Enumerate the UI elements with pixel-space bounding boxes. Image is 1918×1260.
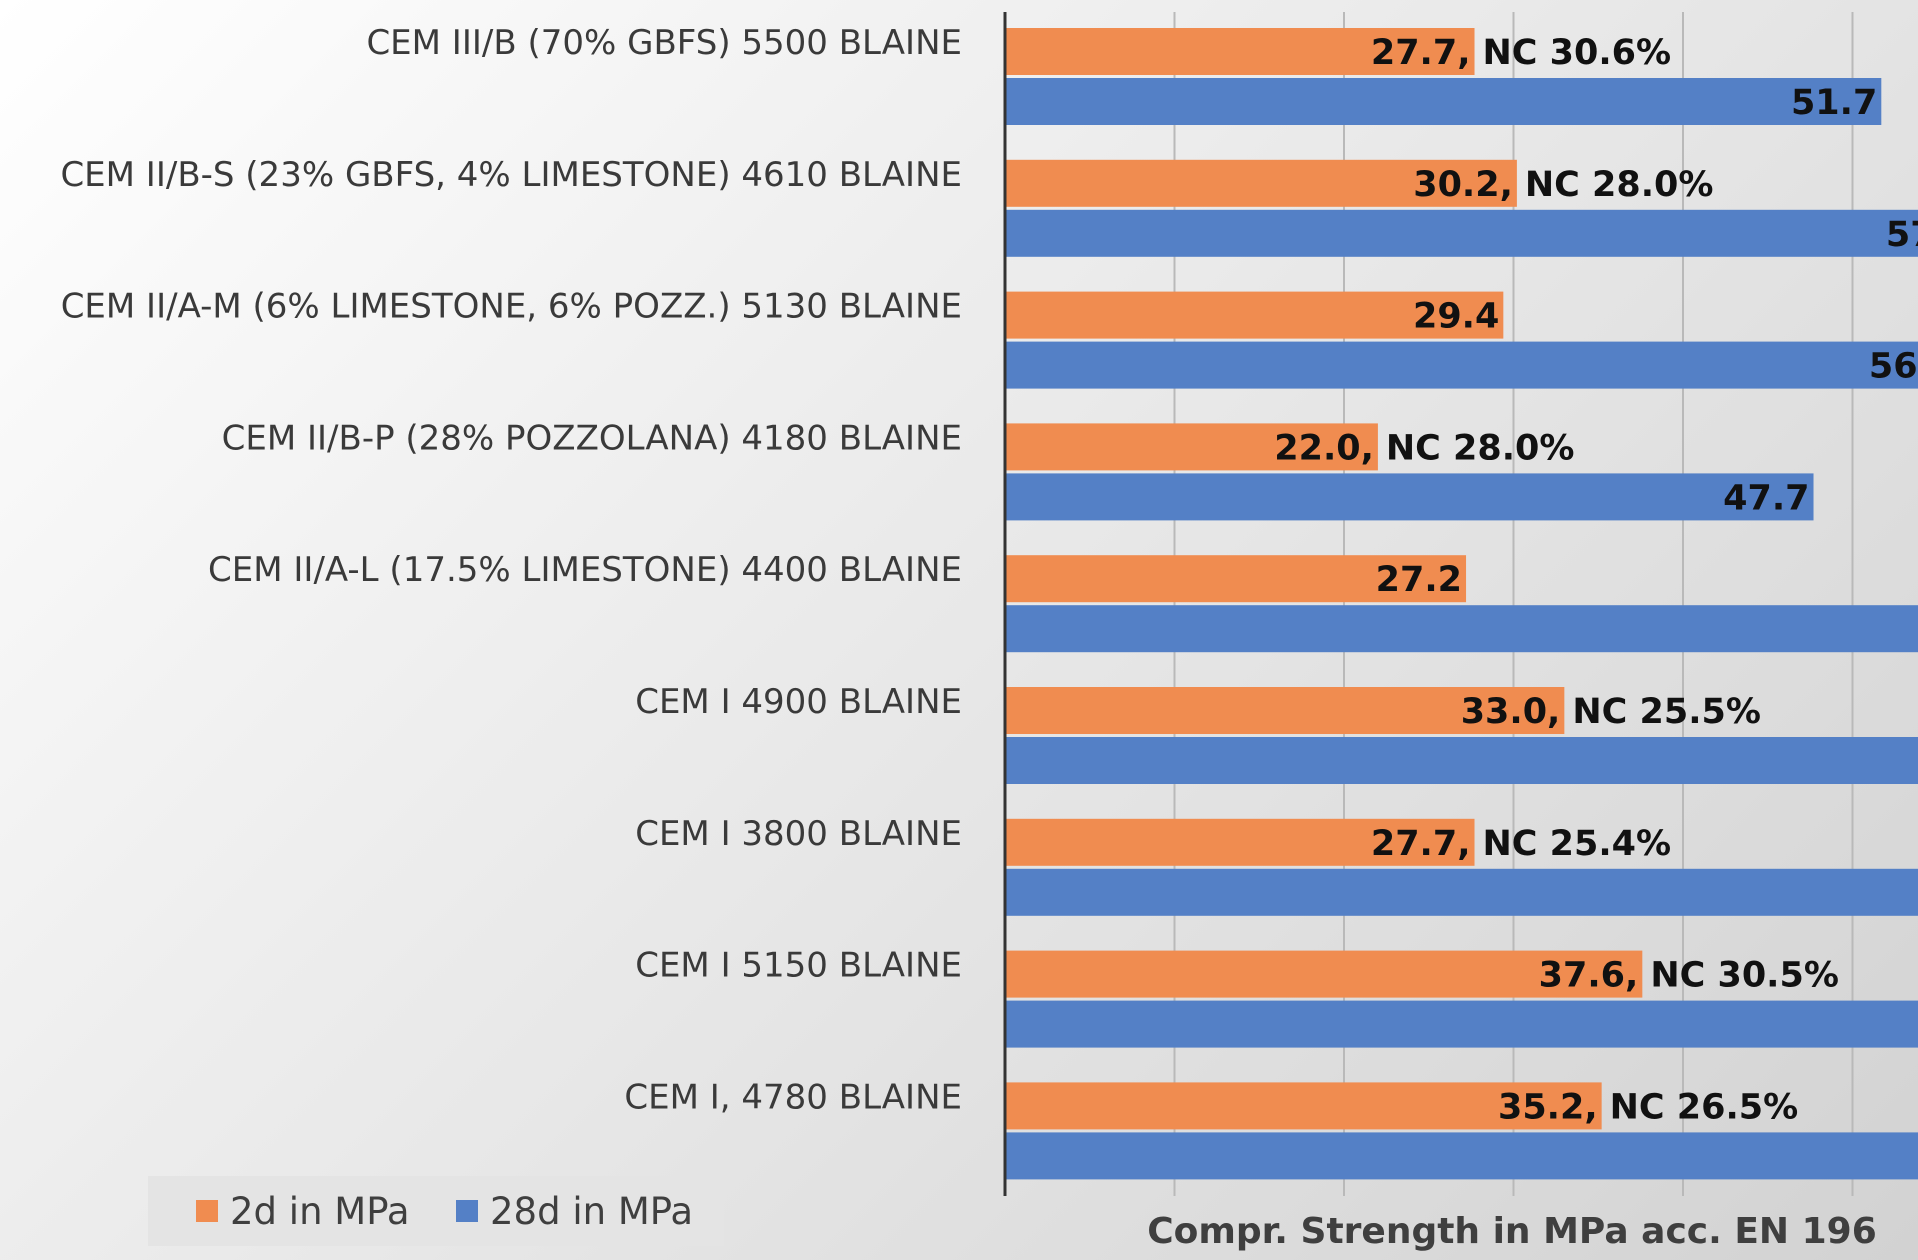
data-label-28d: 56.3 <box>1869 347 1918 387</box>
legend-label-28d: 28d in MPa <box>490 1190 693 1233</box>
bar-2d <box>1005 1082 1602 1130</box>
bar-28d <box>1005 1000 1918 1048</box>
bar-2d <box>1005 291 1504 339</box>
legend: 2d in MPa 28d in MPa <box>148 1176 724 1246</box>
category-label: CEM II/A-M (6% LIMESTONE, 6% POZZ.) 5130… <box>61 287 962 327</box>
nc-annotation: NC 25.4% <box>1483 824 1672 864</box>
bar-28d <box>1005 737 1918 784</box>
category-label: CEM I 3800 BLAINE <box>635 814 962 854</box>
bar-28d <box>1005 868 1918 916</box>
data-labels: 27.7, NC 30.6% 51.7 30.2, NC 28.0% 57.3 29.4 56… <box>1274 33 1918 1127</box>
bar-28d <box>1005 473 1814 521</box>
nc-annotation: NC 25.5% <box>1572 692 1761 732</box>
data-label-28d: 47.7 <box>1723 478 1809 518</box>
data-label-2d: 33.0, <box>1461 692 1561 732</box>
bar-2d <box>1005 555 1467 603</box>
x-axis-title: Compr. Strength in MPa acc. EN 196 <box>1147 1211 1877 1252</box>
legend-box <box>148 1176 724 1246</box>
category-label: CEM II/A-L (17.5% LIMESTONE) 4400 BLAINE <box>208 550 962 590</box>
category-label: CEM II/B-S (23% GBFS, 4% LIMESTONE) 4610… <box>60 155 962 195</box>
data-label-2d: 27.7, <box>1371 33 1471 73</box>
category-label: CEM II/B-P (28% POZZOLANA) 4180 BLAINE <box>222 418 962 458</box>
data-label-28d: 51.7 <box>1791 83 1877 123</box>
category-labels: CEM III/B (70% GBFS) 5500 BLAINE CEM II/B… <box>60 23 962 1117</box>
legend-swatch-28d <box>456 1200 478 1222</box>
bar-2d <box>1005 950 1643 998</box>
bar-28d <box>1005 78 1882 125</box>
data-label-2d: 27.2 <box>1376 560 1462 600</box>
bar-28d <box>1005 605 1918 653</box>
bar-2d <box>1005 423 1378 471</box>
legend-label-2d: 2d in MPa <box>230 1190 410 1233</box>
bar-28d <box>1005 341 1918 389</box>
category-label: CEM I 4900 BLAINE <box>635 682 962 722</box>
data-label-2d: 29.4 <box>1413 297 1499 337</box>
nc-annotation: NC 26.5% <box>1610 1087 1799 1127</box>
data-label-28d: 57.3 <box>1886 215 1918 255</box>
legend-swatch-2d <box>196 1200 218 1222</box>
category-label: CEM I, 4780 BLAINE <box>624 1077 962 1117</box>
bars <box>1005 28 1918 1180</box>
data-label-2d: 22.0, <box>1274 428 1374 468</box>
bar-2d <box>1005 687 1565 734</box>
nc-annotation: NC 30.5% <box>1650 956 1839 996</box>
data-label-2d: 27.7, <box>1371 824 1471 864</box>
category-label: CEM I 5150 BLAINE <box>635 946 962 986</box>
grid-lines <box>1173 12 1854 1196</box>
category-label: CEM III/B (70% GBFS) 5500 BLAINE <box>366 23 962 63</box>
bar-2d <box>1005 818 1475 866</box>
bar-2d <box>1005 159 1517 207</box>
data-label-2d: 30.2, <box>1413 165 1513 205</box>
bar-28d <box>1005 1132 1918 1180</box>
nc-annotation: NC 28.0% <box>1386 428 1575 468</box>
data-label-2d: 35.2, <box>1498 1087 1598 1127</box>
nc-annotation: NC 28.0% <box>1525 165 1714 205</box>
bar-2d <box>1005 28 1475 75</box>
nc-annotation: NC 30.6% <box>1483 33 1672 73</box>
bar-28d <box>1005 209 1918 257</box>
data-label-2d: 37.6, <box>1539 956 1639 996</box>
